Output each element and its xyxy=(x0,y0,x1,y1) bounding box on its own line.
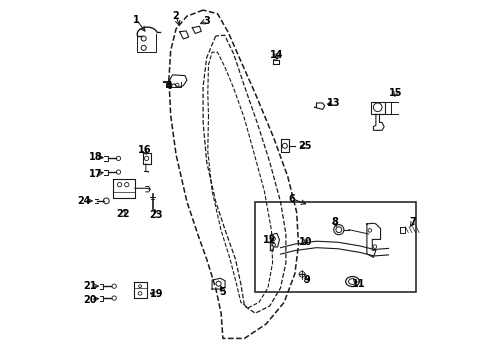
Text: 8: 8 xyxy=(330,217,337,228)
Text: 10: 10 xyxy=(298,237,312,247)
Text: 24: 24 xyxy=(78,196,91,206)
Text: 20: 20 xyxy=(83,294,97,305)
Text: 16: 16 xyxy=(138,145,151,156)
Text: 14: 14 xyxy=(269,50,283,60)
Text: 13: 13 xyxy=(326,98,340,108)
Text: 4: 4 xyxy=(165,81,172,91)
Text: 9: 9 xyxy=(303,275,309,285)
Text: 5: 5 xyxy=(219,287,226,297)
Text: 22: 22 xyxy=(116,209,129,219)
Text: 25: 25 xyxy=(298,141,311,151)
Text: 21: 21 xyxy=(83,281,97,291)
Bar xyxy=(370,102,384,114)
Bar xyxy=(255,202,415,292)
Text: 15: 15 xyxy=(388,88,402,98)
Text: 12: 12 xyxy=(263,235,276,246)
Text: 1: 1 xyxy=(133,15,140,25)
Text: 19: 19 xyxy=(149,289,163,300)
Text: 23: 23 xyxy=(149,210,163,220)
Text: 18: 18 xyxy=(89,152,103,162)
Text: 2: 2 xyxy=(172,11,179,21)
Text: 11: 11 xyxy=(351,279,365,289)
Text: 3: 3 xyxy=(203,16,210,26)
Text: 17: 17 xyxy=(89,168,102,179)
Text: 7: 7 xyxy=(409,217,415,228)
Text: 6: 6 xyxy=(288,194,295,204)
